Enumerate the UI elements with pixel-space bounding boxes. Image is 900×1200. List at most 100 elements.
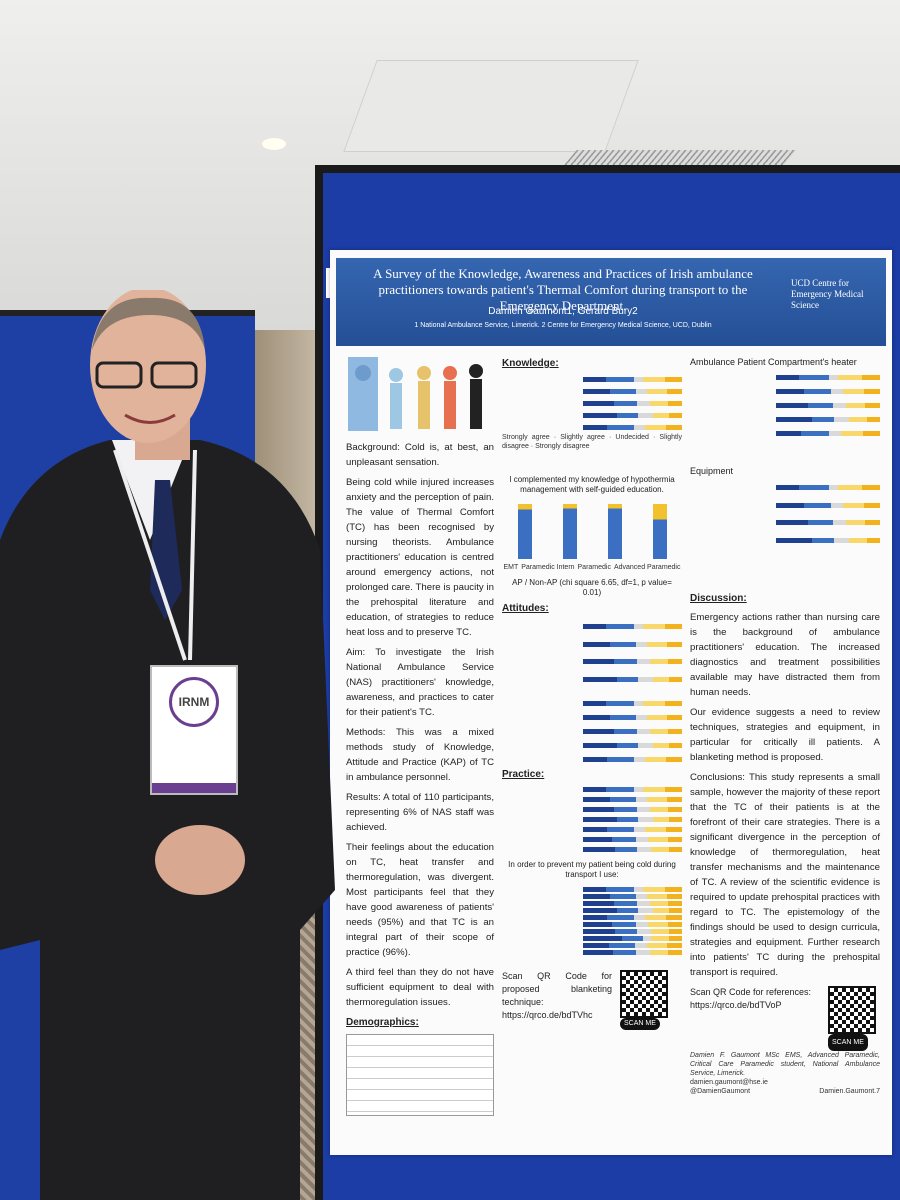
- likert-segment: [617, 412, 639, 418]
- likert-segment: [610, 714, 636, 720]
- ceiling-vent: [343, 60, 639, 152]
- likert-segment: [605, 786, 634, 792]
- likert-row: [583, 908, 682, 913]
- likert-row: [583, 714, 682, 720]
- likert-segment: [651, 929, 669, 934]
- likert-row: [583, 816, 682, 822]
- likert-segment: [583, 624, 606, 630]
- likert-segment: [633, 786, 643, 792]
- likert-segment: [665, 887, 682, 892]
- likert-segment: [617, 676, 639, 682]
- likert-segment: [667, 922, 682, 927]
- likert-segment: [649, 901, 669, 906]
- likert-segment: [583, 915, 608, 920]
- likert-segment: [775, 402, 809, 408]
- likert-segment: [637, 659, 650, 665]
- likert-segment: [583, 943, 610, 948]
- likert-segment: [635, 894, 647, 899]
- likert-segment: [634, 826, 645, 832]
- likert-segment: [610, 641, 636, 647]
- likert-row: [775, 374, 880, 380]
- likert-segment: [649, 659, 669, 665]
- likert-segment: [583, 806, 615, 812]
- likert-segment: [614, 728, 638, 734]
- likert-segment: [666, 915, 682, 920]
- likert-segment: [621, 936, 644, 941]
- likert-chart: [502, 373, 682, 433]
- likert-segment: [583, 894, 611, 899]
- likert-segment: [775, 520, 809, 526]
- likert-segment: [644, 424, 667, 430]
- likert-segment: [808, 520, 833, 526]
- likert-segment: [849, 416, 867, 422]
- likert-segment: [652, 412, 670, 418]
- likert-segment: [635, 796, 647, 802]
- paragraph: Our evidence suggests a need to review t…: [690, 707, 880, 763]
- group-bar: [562, 504, 577, 559]
- person: [0, 290, 335, 1200]
- likert-segment: [637, 400, 650, 406]
- likert-segment: [607, 424, 635, 430]
- likert-segment: [668, 659, 682, 665]
- likert-segment: [838, 485, 863, 491]
- email: damien.gaumont@hse.ie: [690, 1079, 768, 1086]
- likert-segment: [634, 424, 645, 430]
- likert-row: [583, 943, 682, 948]
- likert-segment: [637, 929, 652, 934]
- likert-segment: [668, 901, 682, 906]
- likert-segment: [635, 714, 647, 720]
- likert-segment: [666, 756, 682, 762]
- likert-segment: [829, 430, 841, 436]
- likert-segment: [665, 376, 682, 382]
- paragraph: Emergency actions rather than nursing ca…: [690, 612, 880, 698]
- likert-row: [583, 756, 682, 762]
- likert-segment: [583, 950, 614, 955]
- paragraph: Their feelings about the education on TC…: [346, 842, 494, 958]
- likert-segment: [666, 826, 682, 832]
- likert-segment: [846, 402, 866, 408]
- likert-segment: [866, 537, 881, 543]
- figure: [444, 381, 456, 429]
- poster-authors: Damien Gaumont1, Gerard Bury2: [488, 306, 638, 317]
- likert-segment: [668, 728, 682, 734]
- likert-segment: [840, 430, 864, 436]
- suit: [0, 440, 335, 1200]
- group-bar: [517, 504, 532, 559]
- qr-code: [828, 986, 876, 1034]
- likert-row: [583, 846, 682, 852]
- likert-segment: [613, 950, 637, 955]
- likert-segment: [646, 641, 667, 647]
- likert-row: [583, 929, 682, 934]
- likert-segment: [634, 915, 645, 920]
- paragraph: Being cold while injured increases anxie…: [346, 477, 494, 638]
- likert-segment: [667, 836, 682, 842]
- likert-segment: [801, 430, 830, 436]
- likert-chart: [502, 618, 682, 688]
- likert-segment: [652, 816, 670, 822]
- likert-row: [775, 416, 881, 422]
- likert-segment: [607, 826, 635, 832]
- likert-segment: [804, 388, 831, 394]
- chart-title: I complemented my knowledge of hypotherm…: [509, 475, 675, 494]
- likert-segment: [646, 943, 667, 948]
- likert-segment: [635, 388, 647, 394]
- likert-segment: [646, 894, 667, 899]
- likert-segment: [668, 806, 682, 812]
- likert-segment: [775, 416, 812, 422]
- likert-segment: [665, 700, 682, 706]
- likert-segment: [644, 826, 667, 832]
- likert-segment: [669, 676, 682, 682]
- likert-segment: [865, 402, 880, 408]
- likert-segment: [642, 786, 666, 792]
- likert-segment: [665, 624, 682, 630]
- likert-segment: [614, 806, 638, 812]
- likert-segment: [862, 374, 880, 380]
- likert-segment: [617, 816, 639, 822]
- likert-row: [583, 388, 682, 394]
- heading: Ambulance Patient Compartment's heater: [690, 357, 857, 367]
- likert-segment: [583, 424, 608, 430]
- group-label: EMT: [503, 564, 519, 571]
- likert-chart: [502, 784, 682, 854]
- likert-row: [583, 887, 682, 892]
- likert-segment: [583, 714, 611, 720]
